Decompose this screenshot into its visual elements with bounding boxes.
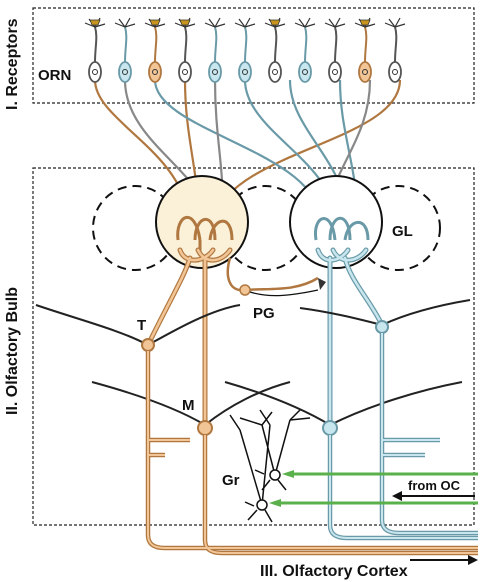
receptor-soma: [88, 61, 102, 83]
receptor-soma: [178, 61, 192, 83]
receptor-soma: [148, 61, 162, 83]
receptor-nucleus: [332, 69, 338, 75]
receptor-neuron-blue: [234, 17, 256, 83]
blue-tufts: [314, 216, 370, 241]
to-cortex-arrow: [410, 555, 478, 565]
blue-output-axons-inner: [329, 333, 478, 539]
t-label: T: [137, 317, 146, 334]
receptor-soma: [238, 61, 252, 83]
tan-output-axons: [145, 351, 478, 556]
receptor-cap: [149, 19, 161, 26]
receptor-cap: [269, 19, 281, 26]
receptor-nucleus: [392, 69, 398, 75]
receptor-neuron-blue: [294, 17, 316, 83]
receptor-soma: [268, 61, 282, 83]
dashed-glomeruli: [92, 185, 441, 271]
receptor-neuron-tan: [144, 17, 166, 83]
pg-cell: [226, 257, 326, 297]
lateral-dendrites: [35, 299, 471, 426]
receptor-cap: [89, 19, 101, 26]
receptor-neurons: [84, 17, 406, 83]
olfactory-bulb-section-label: II. Olfactory Bulb: [4, 287, 21, 415]
receptor-neuron-white: [324, 17, 346, 83]
receptor-cap: [359, 19, 371, 26]
tufted-soma: [141, 338, 155, 352]
receptor-nucleus: [272, 69, 278, 75]
receptor-neuron-blue: [204, 17, 226, 83]
receptor-soma: [358, 61, 372, 83]
receptors-section-label: I. Receptors: [4, 18, 21, 110]
granule-soma-1: [269, 469, 281, 481]
receptor-nucleus: [152, 69, 158, 75]
from-oc-arrow: [392, 491, 475, 501]
blue-dendrites-inner: [316, 248, 384, 427]
receptors-box: [32, 7, 475, 104]
olfactory-cortex-section-label: III. Olfactory Cortex: [260, 563, 408, 580]
orn-label: ORN: [38, 67, 71, 84]
blue-output-axons: [327, 333, 478, 541]
pg-soma: [239, 284, 251, 296]
tufted-soma-blue: [375, 320, 389, 334]
receptor-nucleus: [362, 69, 368, 75]
receptor-soma: [388, 61, 402, 83]
receptor-neuron-blue: [114, 17, 136, 83]
receptor-nucleus: [212, 69, 218, 75]
receptor-soma: [328, 61, 342, 83]
blue-dendrites: [315, 247, 385, 428]
receptor-neuron-white: [384, 17, 406, 83]
receptor-neuron-white: [264, 17, 286, 83]
receptor-nucleus: [242, 69, 248, 75]
m-label: M: [182, 397, 195, 414]
tan-output-axons-inner: [147, 351, 478, 554]
receptor-soma: [298, 61, 312, 83]
glomerulus-dashed-3: [355, 185, 441, 271]
mitral-soma-tan: [197, 420, 213, 436]
receptor-nucleus: [92, 69, 98, 75]
receptor-nucleus: [122, 69, 128, 75]
mitral-soma-blue: [322, 420, 338, 436]
receptor-nucleus: [302, 69, 308, 75]
receptor-neuron-tan: [354, 17, 376, 83]
granule-soma-2: [256, 499, 268, 511]
pg-label: PG: [253, 305, 275, 322]
receptor-nucleus: [182, 69, 188, 75]
olfactory-bulb-box: [32, 167, 475, 526]
gr-label: Gr: [222, 472, 240, 489]
from-oc-label: from OC: [408, 478, 461, 493]
tan-dendrites-inner: [146, 248, 232, 427]
receptor-soma: [118, 61, 132, 83]
gl-label: GL: [392, 223, 413, 240]
receptor-neuron-white: [174, 17, 196, 83]
cortical-feedback-fibers: [269, 470, 478, 507]
granule-cells: [229, 409, 311, 523]
receptor-neuron-white: [84, 17, 106, 83]
receptor-soma: [208, 61, 222, 83]
receptor-cap: [179, 19, 191, 26]
